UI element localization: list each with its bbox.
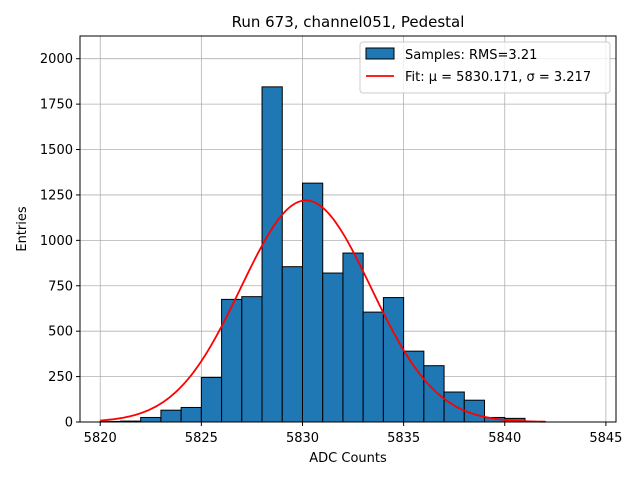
histogram-bar xyxy=(362,311,384,423)
fit-curve xyxy=(100,199,546,423)
histogram-bar xyxy=(322,272,344,423)
x-tick-label: 5840 xyxy=(488,431,521,446)
histogram-bar xyxy=(160,409,182,423)
plot-frame xyxy=(79,35,617,423)
x-tick-label: 5845 xyxy=(589,431,622,446)
histogram-bars xyxy=(99,86,546,423)
y-tick-label: 1750 xyxy=(40,98,73,113)
legend-samples-label: Samples: RMS=3.21 xyxy=(405,48,537,63)
y-tick-label: 1500 xyxy=(40,143,73,158)
histogram-bar xyxy=(443,391,465,423)
y-tick-label: 250 xyxy=(48,370,73,385)
legend: Samples: RMS=3.21 Fit: μ = 5830.171, σ =… xyxy=(359,41,611,94)
x-tick-label: 5820 xyxy=(84,431,117,446)
histogram-bar xyxy=(241,296,263,423)
chart-title: Run 673, channel051, Pedestal xyxy=(232,13,465,31)
y-tick-label: 750 xyxy=(48,279,73,294)
histogram-bar xyxy=(200,376,223,423)
histogram-bar xyxy=(403,350,425,423)
legend-samples-swatch xyxy=(365,47,395,60)
histogram-bar xyxy=(423,365,445,423)
histogram-bar xyxy=(221,298,243,423)
x-axis-label: ADC Counts xyxy=(309,451,387,466)
histogram-bar xyxy=(180,406,202,423)
histogram-bar xyxy=(342,252,364,423)
x-tick-label: 5830 xyxy=(286,431,319,446)
legend-fit-label: Fit: μ = 5830.171, σ = 3.217 xyxy=(405,70,591,85)
y-tick-label: 1000 xyxy=(40,234,73,249)
histogram-bar xyxy=(281,266,303,423)
histogram-bar xyxy=(301,182,324,423)
y-axis-label: Entries xyxy=(15,206,30,252)
y-axis-ticks: 0 250 500 750 1000 1250 1500 1750 2000 xyxy=(40,52,80,431)
y-tick-label: 0 xyxy=(65,416,73,431)
x-tick-label: 5825 xyxy=(185,431,218,446)
x-tick-label: 5835 xyxy=(387,431,420,446)
histogram-bar xyxy=(382,297,405,423)
y-tick-label: 2000 xyxy=(40,52,73,67)
histogram-bar xyxy=(140,416,162,423)
histogram-bar xyxy=(261,86,283,423)
y-tick-label: 1250 xyxy=(40,188,73,203)
y-tick-label: 500 xyxy=(48,325,73,340)
legend-box xyxy=(359,41,611,94)
x-axis-ticks: 5820 5825 5830 5835 5840 5845 xyxy=(84,422,622,446)
